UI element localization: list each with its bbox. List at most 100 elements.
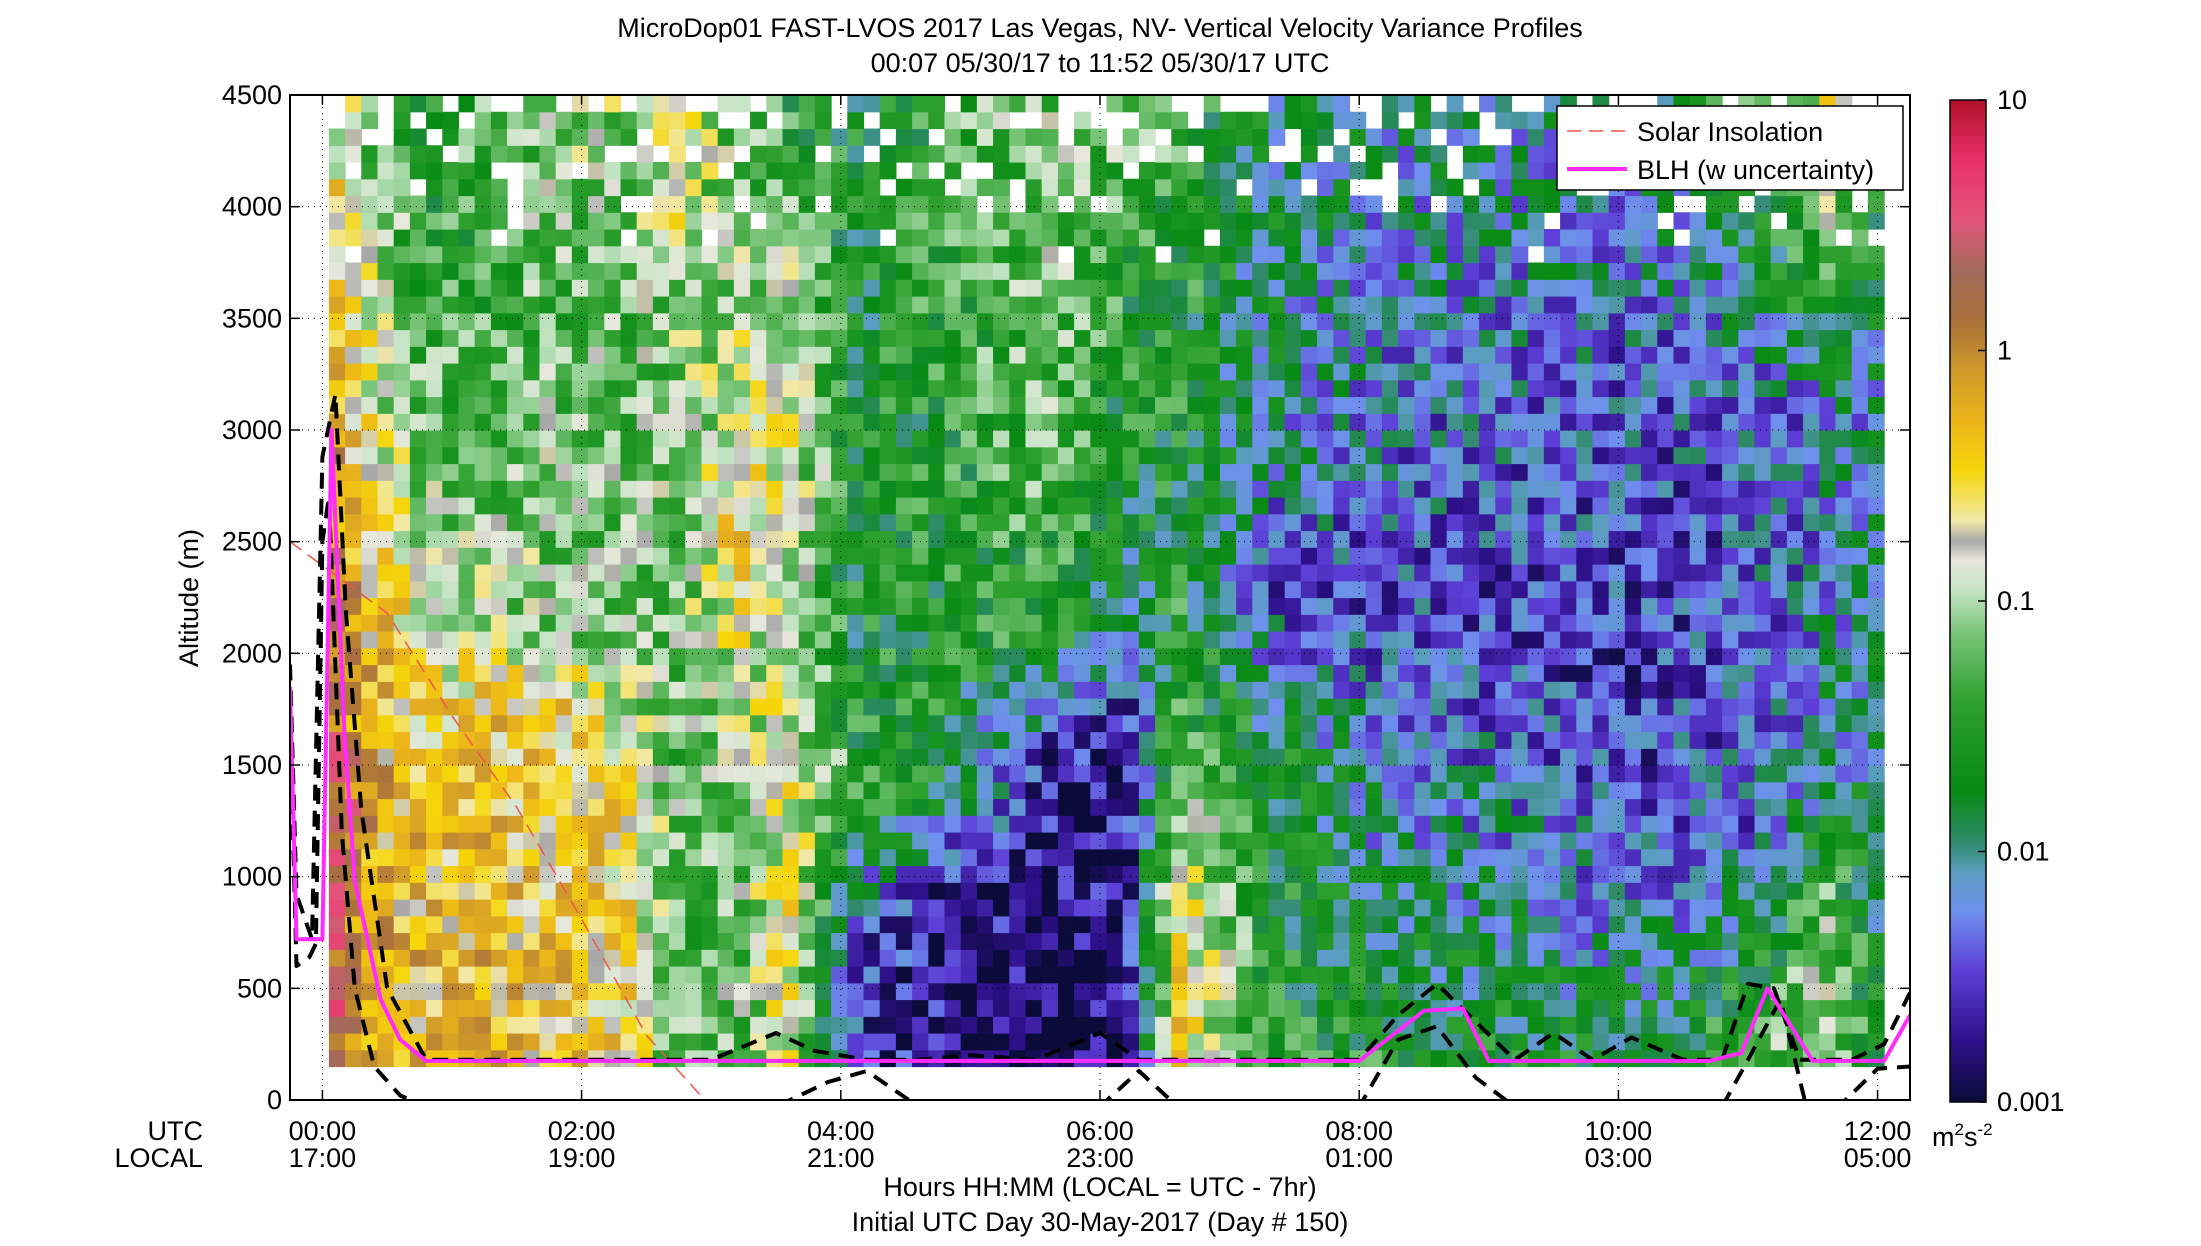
heatmap-cell [1381,798,1399,816]
heatmap-cell [960,1033,978,1051]
heatmap-cell [814,396,832,414]
heatmap-cell [750,145,767,163]
heatmap-cell [1511,999,1529,1017]
heatmap-cell [523,229,541,247]
heatmap-cell [717,664,735,682]
heatmap-cell [1025,681,1043,699]
heatmap-cell [1025,664,1043,682]
heatmap-cell [523,497,541,515]
heatmap-cell [1592,798,1610,816]
heatmap-cell [1333,413,1351,431]
heatmap-cell [377,446,395,465]
heatmap-cell [798,982,816,1001]
heatmap-cell [1106,564,1124,582]
heatmap-cell [750,580,767,599]
heatmap-cell [361,480,379,498]
heatmap-cell [1187,212,1205,230]
heatmap-cell [555,178,573,197]
heatmap-cell [1543,513,1561,532]
heatmap-cell [393,497,411,515]
heatmap-cell [1317,329,1334,347]
heatmap-cell [976,714,994,733]
heatmap-cell [1641,865,1658,883]
heatmap-cell [1365,513,1383,532]
heatmap-cell [474,413,492,431]
heatmap-cell [669,480,686,498]
heatmap-cell [1138,949,1156,967]
heatmap-cell [879,781,897,800]
heatmap-cell [1576,212,1594,230]
heatmap-cell [960,1049,978,1068]
heatmap-cell [863,396,881,414]
heatmap-cell [847,195,865,213]
heatmap-cell [1495,882,1513,900]
heatmap-cell [1203,647,1221,666]
heatmap-cell [1025,698,1043,716]
heatmap-cell [1025,731,1043,749]
heatmap-cell [960,631,978,649]
heatmap-cell [1041,765,1059,783]
heatmap-cell [717,1033,735,1051]
heatmap-cell [1527,798,1545,816]
heatmap-cell [361,1049,379,1068]
heatmap-cell [474,848,492,867]
heatmap-cell [426,882,443,900]
heatmap-cell [976,848,994,867]
heatmap-cell [1333,647,1351,666]
heatmap-cell [1689,212,1707,230]
heatmap-cell [1025,413,1043,431]
heatmap-cell [1203,899,1221,917]
heatmap-cell [1317,229,1334,247]
heatmap-cell [1414,480,1432,498]
heatmap-cell [1592,815,1610,833]
heatmap-cell [1203,982,1221,1001]
heatmap-cell [1641,564,1658,582]
heatmap-cell [1025,798,1043,816]
heatmap-cell [1754,714,1772,733]
heatmap-cell [442,631,460,649]
heatmap-cell [717,765,735,783]
heatmap-cell [976,1033,994,1051]
heatmap-cell [993,145,1010,163]
heatmap-cell [1527,229,1545,247]
heatmap-cell [1414,111,1432,130]
heatmap-cell [895,848,913,867]
heatmap-cell [1122,262,1140,280]
heatmap-cell [1543,480,1561,498]
heatmap-cell [1009,882,1027,900]
heatmap-cell [1317,597,1334,615]
heatmap-cell [912,631,929,649]
heatmap-cell [717,363,735,381]
heatmap-cell [863,915,881,934]
heatmap-cell [782,245,800,264]
heatmap-cell [1560,865,1577,883]
heatmap-cell [1074,748,1091,766]
heatmap-cell [928,178,946,197]
heatmap-cell [539,178,557,197]
heatmap-cell [1608,346,1626,364]
heatmap-cell [1317,111,1334,130]
heatmap-cell [474,262,492,280]
heatmap-cell [766,932,784,950]
heatmap-cell [1495,229,1513,247]
heatmap-cell [960,915,978,934]
heatmap-cell [1074,698,1091,716]
heatmap-cell [588,128,605,146]
heatmap-cell [944,832,962,850]
heatmap-cell [652,966,670,984]
heatmap-cell [1722,530,1739,548]
heatmap-cell [1430,865,1448,883]
heatmap-cell [1592,1033,1610,1051]
heatmap-cell [1252,346,1270,364]
heatmap-cell [1333,547,1351,565]
heatmap-cell [345,1033,362,1051]
heatmap-cell [1025,396,1043,414]
heatmap-cell [1576,714,1594,733]
heatmap-cell [814,430,832,448]
heatmap-cell [993,312,1010,331]
heatmap-cell [1138,714,1156,733]
heatmap-cell [345,530,362,548]
heatmap-cell [490,932,508,950]
heatmap-cell [409,279,427,297]
heatmap-cell [1560,597,1577,615]
